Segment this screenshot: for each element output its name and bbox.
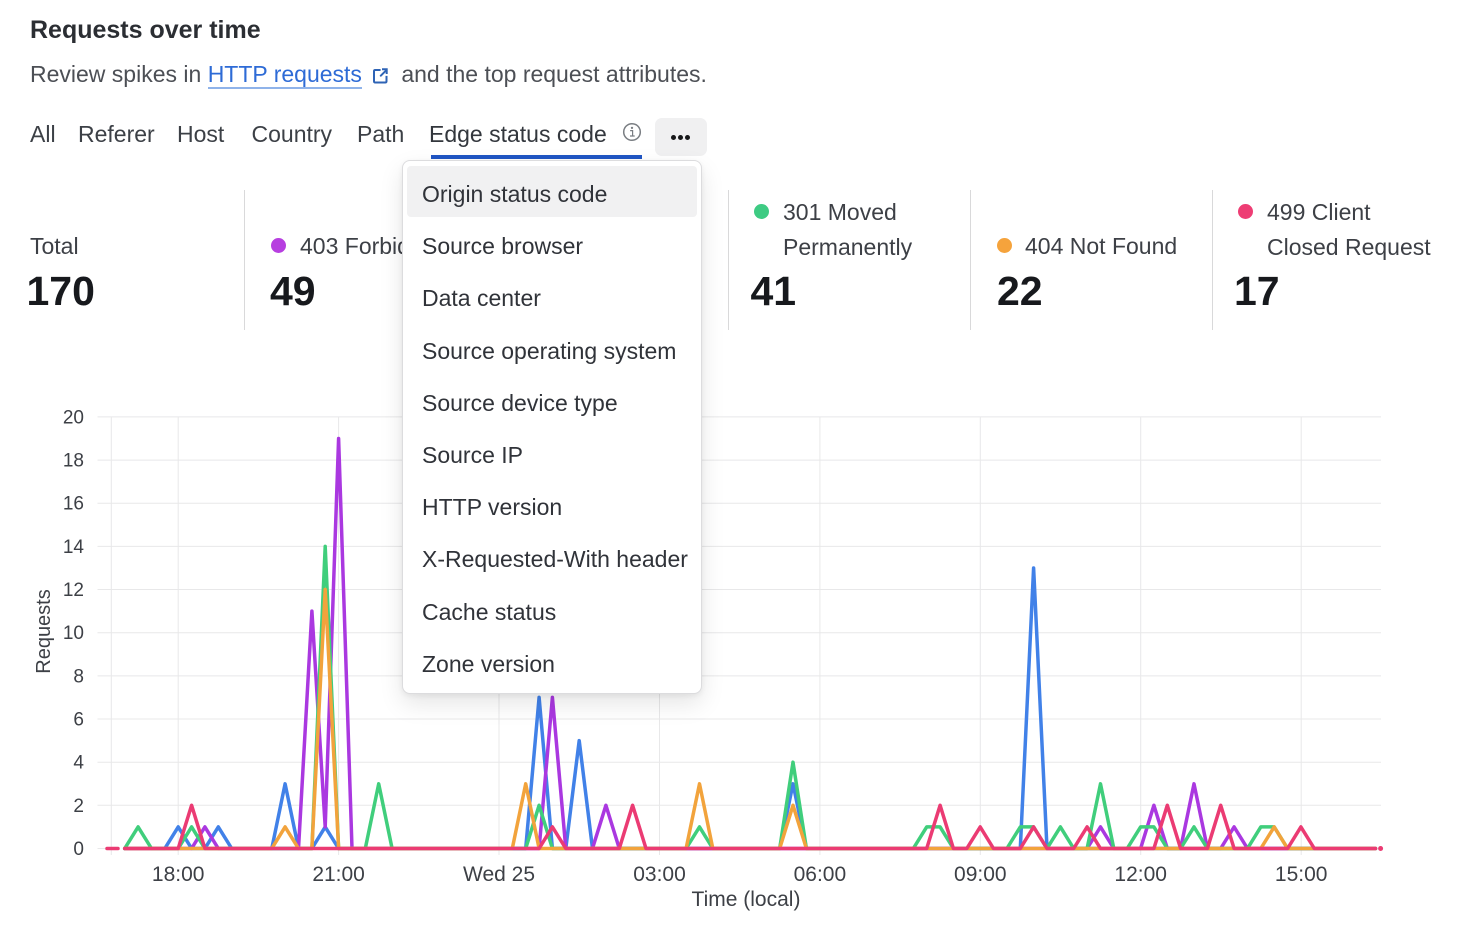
svg-text:16: 16 — [63, 494, 84, 515]
svg-text:10: 10 — [63, 623, 84, 644]
svg-text:12:00: 12:00 — [1114, 863, 1167, 886]
svg-text:Time (local): Time (local) — [692, 888, 801, 911]
svg-text:6: 6 — [73, 710, 84, 731]
svg-text:18: 18 — [63, 451, 84, 472]
svg-text:0: 0 — [73, 839, 84, 860]
svg-text:Requests: Requests — [33, 589, 55, 674]
svg-text:8: 8 — [73, 666, 84, 687]
svg-text:18:00: 18:00 — [152, 863, 205, 886]
svg-text:Wed 25: Wed 25 — [463, 863, 535, 886]
svg-text:4: 4 — [73, 753, 84, 774]
svg-text:03:00: 03:00 — [633, 863, 686, 886]
svg-text:06:00: 06:00 — [794, 863, 847, 886]
svg-text:14: 14 — [63, 537, 85, 558]
svg-text:20: 20 — [63, 407, 84, 428]
svg-text:09:00: 09:00 — [954, 863, 1007, 886]
svg-text:2: 2 — [73, 796, 84, 817]
svg-text:12: 12 — [63, 580, 84, 601]
svg-text:21:00: 21:00 — [312, 863, 365, 886]
svg-text:15:00: 15:00 — [1275, 863, 1328, 886]
